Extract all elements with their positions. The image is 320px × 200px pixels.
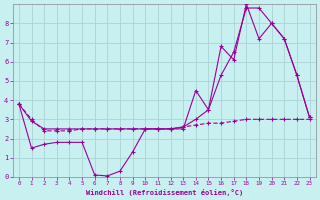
X-axis label: Windchill (Refroidissement éolien,°C): Windchill (Refroidissement éolien,°C) <box>85 189 243 196</box>
